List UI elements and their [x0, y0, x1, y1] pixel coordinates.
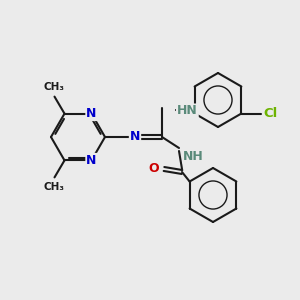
Text: Cl: Cl — [263, 107, 278, 120]
Text: CH₃: CH₃ — [44, 182, 65, 192]
Text: N: N — [130, 130, 140, 143]
Text: N: N — [86, 154, 97, 167]
Text: N: N — [86, 107, 97, 120]
Text: NH: NH — [183, 149, 204, 163]
Text: O: O — [148, 163, 159, 176]
Text: CH₃: CH₃ — [44, 82, 65, 92]
Text: HN: HN — [177, 104, 198, 118]
